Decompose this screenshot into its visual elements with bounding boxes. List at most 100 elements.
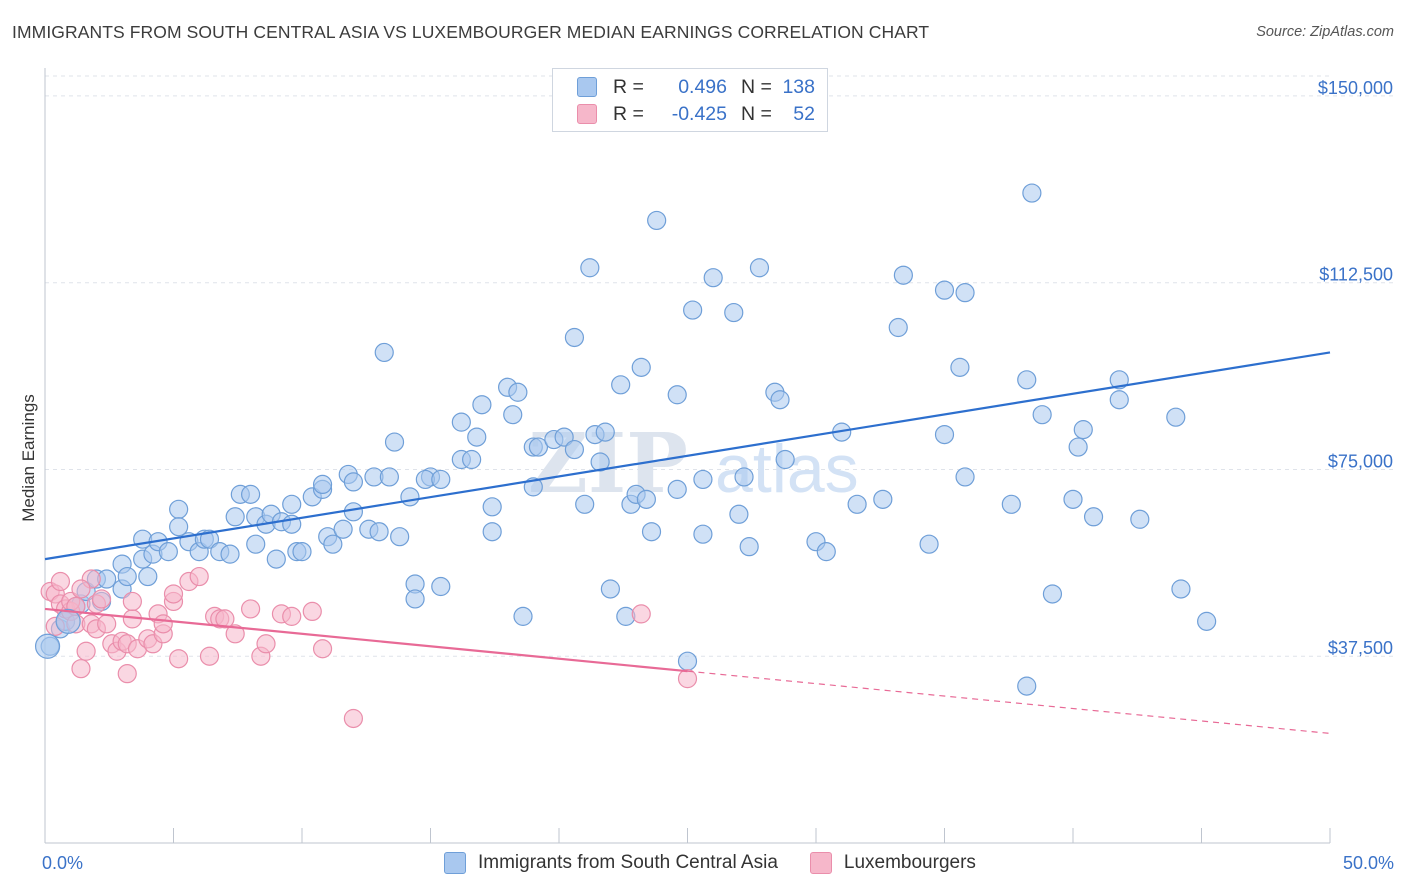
data-point-luxembourgers xyxy=(97,614,117,634)
data-point-immigrants xyxy=(1022,183,1042,203)
data-point-immigrants xyxy=(677,651,698,671)
data-point-luxembourgers xyxy=(117,664,137,684)
data-point-luxembourgers xyxy=(631,604,651,624)
data-point-immigrants xyxy=(482,522,502,542)
data-point-immigrants xyxy=(431,576,451,597)
data-point-immigrants xyxy=(528,437,549,457)
data-point-immigrants xyxy=(647,210,667,231)
data-point-immigrants xyxy=(734,467,754,487)
trend-line-luxembourgers-extrapolated xyxy=(687,670,1331,735)
data-point-luxembourgers xyxy=(199,646,220,666)
data-point-immigrants xyxy=(1063,489,1083,509)
data-point-immigrants xyxy=(919,534,939,554)
x-tick-label-min: 0.0% xyxy=(42,853,83,873)
data-point-immigrants xyxy=(508,382,528,402)
watermark: ZIP atlas xyxy=(528,416,859,512)
data-point-luxembourgers xyxy=(153,614,173,634)
data-point-luxembourgers xyxy=(189,566,209,587)
data-point-immigrants xyxy=(554,427,574,447)
data-point-immigrants xyxy=(482,497,502,517)
data-point-luxembourgers xyxy=(225,624,245,644)
data-point-luxembourgers xyxy=(169,649,189,669)
legend-r-value: -0.425 xyxy=(671,102,727,125)
data-point-immigrants xyxy=(950,357,970,377)
data-point-immigrants xyxy=(472,395,492,415)
y-axis-label: Median Earnings xyxy=(19,394,38,522)
data-point-immigrants xyxy=(1042,584,1063,604)
data-point-immigrants xyxy=(729,504,749,524)
data-point-luxembourgers xyxy=(76,641,96,661)
legend-item-immigrants: Immigrants from South Central Asia xyxy=(444,852,778,874)
data-point-immigrants xyxy=(667,385,687,405)
y-tick-label: $150,000 xyxy=(1318,78,1393,98)
legend-swatch-pink xyxy=(577,104,597,124)
data-point-luxembourgers xyxy=(302,601,322,622)
data-point-immigrants xyxy=(590,452,610,472)
data-point-immigrants xyxy=(158,542,178,562)
legend-n-value: 138 xyxy=(782,75,815,98)
legend-n-label: N = xyxy=(741,75,772,98)
data-point-immigrants xyxy=(513,606,533,626)
data-point-immigrants xyxy=(667,479,687,499)
trend-line-immigrants xyxy=(44,351,1331,561)
data-point-luxembourgers xyxy=(71,659,91,679)
data-point-immigrants xyxy=(138,566,158,587)
points xyxy=(34,183,1217,729)
data-point-immigrants xyxy=(955,283,975,303)
data-point-immigrants xyxy=(169,517,189,537)
data-point-immigrants xyxy=(749,258,770,278)
data-point-immigrants xyxy=(374,342,394,363)
trend-lines xyxy=(44,351,1331,735)
data-point-immigrants xyxy=(641,522,662,542)
axes: $37,500 $75,000 $112,500 $150,000 xyxy=(44,68,1393,844)
data-point-immigrants xyxy=(703,268,723,288)
data-point-immigrants xyxy=(611,375,631,395)
correlation-legend: R = 0.496 N = 138 R = -0.425 N = 52 xyxy=(552,68,828,132)
data-point-immigrants xyxy=(390,527,410,547)
data-point-immigrants xyxy=(775,449,795,470)
data-point-immigrants xyxy=(323,534,343,554)
data-point-immigrants xyxy=(575,494,595,514)
data-point-immigrants xyxy=(1017,370,1037,390)
data-point-immigrants xyxy=(1068,437,1088,457)
data-point-immigrants xyxy=(384,432,405,452)
data-point-immigrants xyxy=(379,467,399,487)
data-point-immigrants xyxy=(431,469,451,490)
data-point-luxembourgers xyxy=(91,589,112,609)
data-point-immigrants xyxy=(1109,370,1129,390)
data-point-luxembourgers xyxy=(256,634,276,654)
data-point-luxembourgers xyxy=(343,708,363,729)
data-point-immigrants xyxy=(934,424,955,445)
legend-row-pink: R = -0.425 N = 52 xyxy=(577,102,815,126)
data-point-immigrants xyxy=(693,524,713,544)
data-point-immigrants xyxy=(312,474,333,495)
data-point-luxembourgers xyxy=(215,609,235,629)
data-point-immigrants xyxy=(564,439,585,460)
legend-swatch-blue xyxy=(577,77,597,97)
data-point-immigrants xyxy=(724,302,744,323)
data-point-immigrants xyxy=(199,529,220,549)
legend-label-luxembourgers: Luxembourgers xyxy=(843,852,976,873)
legend-swatch-pink xyxy=(809,852,832,874)
data-point-luxembourgers xyxy=(163,584,184,604)
data-point-luxembourgers xyxy=(241,599,261,619)
data-point-immigrants xyxy=(1032,405,1052,425)
series-legend: Immigrants from South Central Asia Luxem… xyxy=(444,852,1008,874)
legend-r-value: 0.496 xyxy=(678,75,727,98)
legend-r-label: R = xyxy=(613,102,644,125)
data-point-immigrants xyxy=(241,484,261,504)
data-point-immigrants xyxy=(225,507,245,527)
legend-n-label: N = xyxy=(741,102,772,125)
data-point-immigrants xyxy=(369,522,389,542)
data-point-immigrants xyxy=(1197,611,1217,631)
legend-item-luxembourgers: Luxembourgers xyxy=(809,852,976,874)
data-point-immigrants xyxy=(1017,676,1037,696)
legend-label-immigrants: Immigrants from South Central Asia xyxy=(478,852,778,873)
data-point-immigrants xyxy=(1171,579,1191,599)
data-point-immigrants xyxy=(1166,407,1186,427)
data-point-immigrants xyxy=(595,422,615,442)
data-point-immigrants xyxy=(343,502,363,522)
data-point-immigrants xyxy=(282,494,302,514)
data-point-immigrants xyxy=(117,566,137,587)
